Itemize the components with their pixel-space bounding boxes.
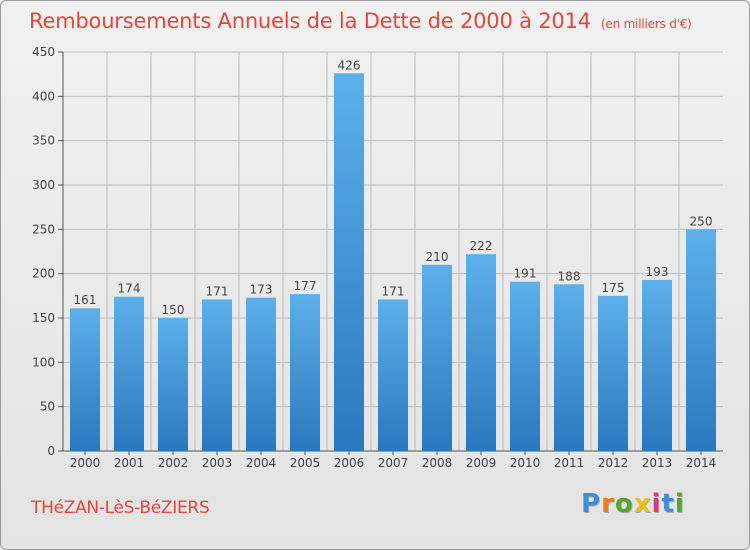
data-label: 177 [294, 279, 317, 293]
x-tick-label: 2012 [598, 456, 629, 470]
x-tick-label: 2002 [158, 456, 189, 470]
data-label: 173 [250, 283, 273, 297]
bar [290, 294, 320, 451]
data-label: 171 [382, 284, 405, 298]
data-label: 188 [558, 269, 581, 283]
data-label: 193 [646, 265, 669, 279]
bar [114, 296, 144, 451]
logo-letter: i [674, 489, 685, 519]
commune-name: THéZAN-LèS-BéZIERS [31, 498, 210, 518]
y-tick-label: 450 [32, 45, 55, 59]
data-label: 426 [338, 58, 361, 72]
bar [466, 254, 496, 451]
bar [554, 284, 584, 451]
data-label: 250 [690, 214, 713, 228]
data-label: 174 [118, 282, 141, 296]
y-tick-label: 100 [32, 355, 55, 369]
x-tick-label: 2009 [466, 456, 497, 470]
logo-letter: i [651, 489, 662, 519]
y-tick-label: 400 [32, 89, 55, 103]
y-tick-label: 50 [40, 400, 55, 414]
x-tick-label: 2000 [70, 456, 101, 470]
logo-letter: t [661, 489, 675, 519]
logo-letter: r [601, 489, 615, 519]
x-tick-label: 2013 [642, 456, 673, 470]
bars [70, 73, 716, 451]
x-tick-label: 2003 [202, 456, 233, 470]
x-tick-label: 2011 [554, 456, 585, 470]
data-label: 150 [162, 303, 185, 317]
bar [158, 318, 188, 451]
bar [378, 299, 408, 451]
proxiti-logo: Proxiti [581, 489, 685, 519]
data-label: 210 [426, 250, 449, 264]
bar [686, 229, 716, 451]
data-label: 161 [74, 293, 97, 307]
data-label: 175 [602, 281, 625, 295]
x-tick-label: 2010 [510, 456, 541, 470]
bar [510, 281, 540, 451]
bar [642, 279, 672, 451]
bar [70, 308, 100, 451]
bar [202, 299, 232, 451]
data-label: 222 [470, 239, 493, 253]
y-tick-label: 250 [32, 222, 55, 236]
chart-title-text: Remboursements Annuels de la Dette de 20… [29, 9, 591, 33]
y-tick-label: 200 [32, 267, 55, 281]
logo-letter: o [614, 489, 634, 519]
logo-letter: P [581, 489, 602, 519]
x-tick-label: 2007 [378, 456, 409, 470]
bar [422, 264, 452, 451]
data-label: 191 [514, 267, 537, 281]
y-tick-label: 300 [32, 178, 55, 192]
bar [334, 73, 364, 451]
bar [598, 295, 628, 451]
x-tick-label: 2008 [422, 456, 453, 470]
x-tick-label: 2001 [114, 456, 145, 470]
bar [246, 297, 276, 451]
x-tick-label: 2006 [334, 456, 365, 470]
x-tick-label: 2014 [686, 456, 717, 470]
chart-title: Remboursements Annuels de la Dette de 20… [29, 9, 692, 33]
logo-letter: x [633, 489, 652, 519]
y-tick-label: 0 [47, 444, 55, 458]
labels: 0 50 100 150 200 250 300 350 400 450 161 2000 174 200… [32, 45, 716, 470]
x-tick-label: 2004 [246, 456, 277, 470]
x-tick-label: 2005 [290, 456, 321, 470]
y-tick-label: 350 [32, 134, 55, 148]
y-tick-label: 150 [32, 311, 55, 325]
unit-note: (en milliers d'€) [600, 17, 692, 31]
data-label: 171 [206, 284, 229, 298]
